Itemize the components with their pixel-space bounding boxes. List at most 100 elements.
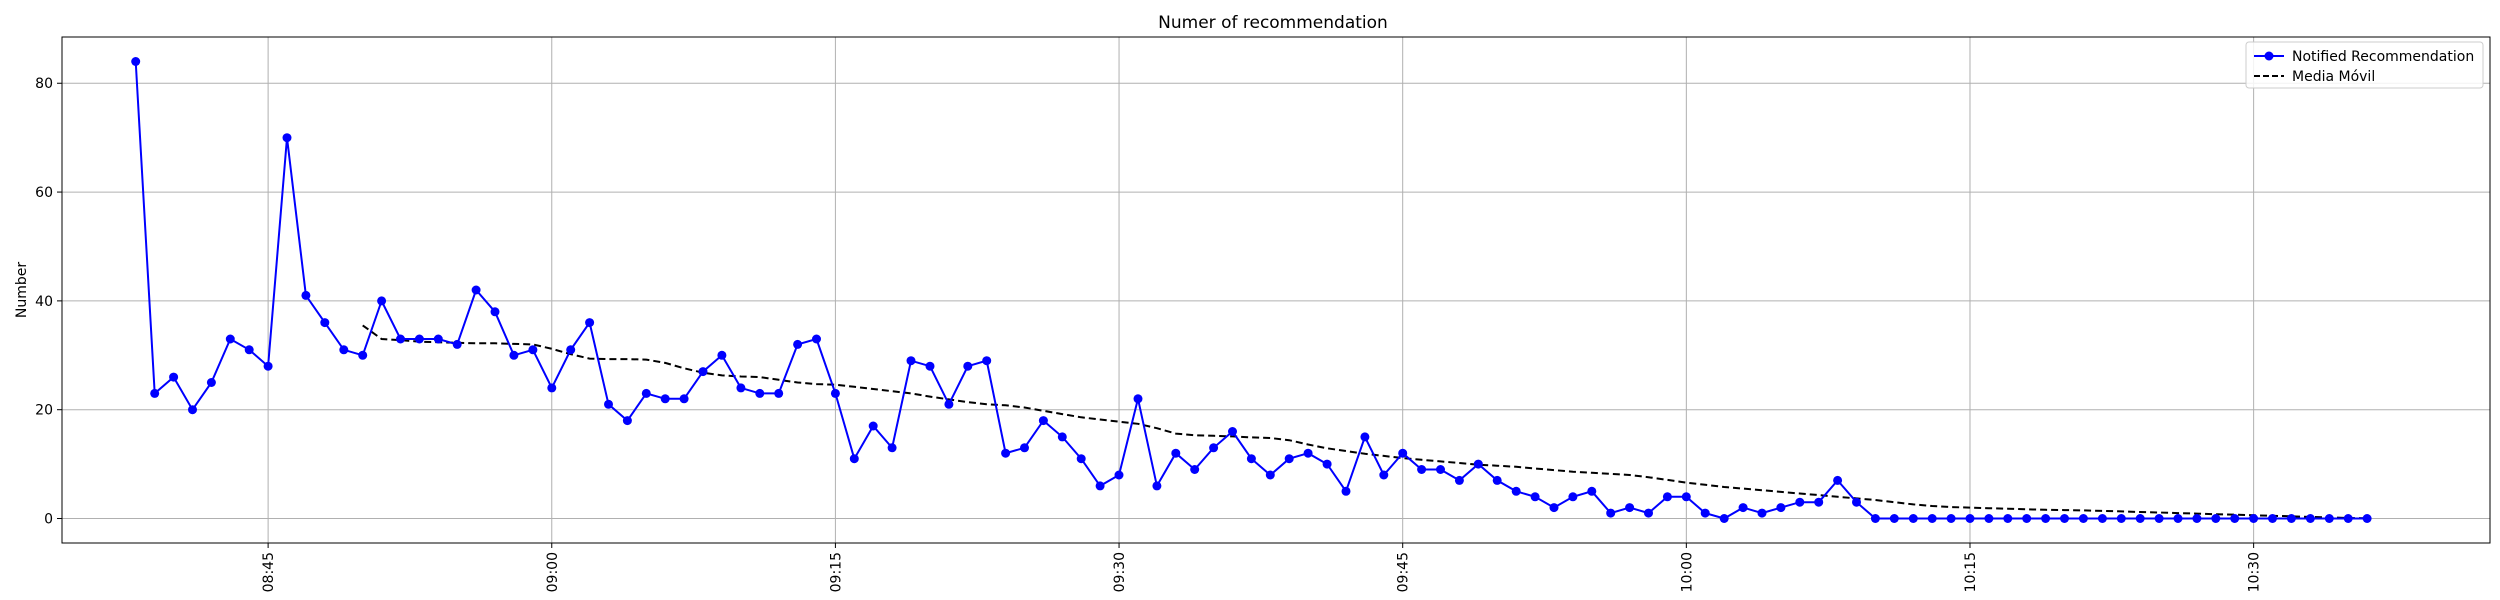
data-point-notified-recommendation bbox=[755, 388, 765, 398]
data-point-notified-recommendation bbox=[1209, 443, 1219, 453]
data-point-notified-recommendation bbox=[1038, 416, 1048, 426]
data-point-notified-recommendation bbox=[1398, 448, 1408, 458]
data-point-notified-recommendation bbox=[2022, 514, 2032, 523]
legend-dot-notified-recommendation bbox=[2264, 51, 2274, 61]
data-point-notified-recommendation bbox=[1625, 503, 1635, 513]
data-point-notified-recommendation bbox=[717, 350, 727, 360]
y-axis-label: Number bbox=[14, 262, 30, 318]
data-point-notified-recommendation bbox=[2286, 514, 2296, 523]
data-point-notified-recommendation bbox=[1681, 492, 1691, 502]
data-point-notified-recommendation bbox=[1587, 486, 1597, 496]
data-point-notified-recommendation bbox=[150, 388, 160, 398]
plot-area-frame bbox=[61, 36, 2491, 544]
data-point-notified-recommendation bbox=[225, 334, 235, 344]
data-point-notified-recommendation bbox=[1908, 514, 1918, 523]
data-point-notified-recommendation bbox=[452, 339, 462, 349]
data-point-notified-recommendation bbox=[1171, 448, 1181, 458]
data-point-notified-recommendation bbox=[1568, 492, 1578, 502]
data-point-notified-recommendation bbox=[1322, 459, 1332, 469]
data-point-notified-recommendation bbox=[1133, 394, 1143, 404]
data-point-notified-recommendation bbox=[1530, 492, 1540, 502]
data-point-notified-recommendation bbox=[1341, 486, 1351, 496]
data-point-notified-recommendation bbox=[1946, 514, 1956, 523]
data-point-notified-recommendation bbox=[433, 334, 443, 344]
data-point-notified-recommendation bbox=[244, 345, 254, 355]
data-point-notified-recommendation bbox=[2041, 514, 2051, 523]
data-point-notified-recommendation bbox=[301, 290, 311, 300]
data-point-notified-recommendation bbox=[282, 133, 292, 143]
data-point-notified-recommendation bbox=[1606, 508, 1616, 518]
y-axis-ticks: 0 20 40 60 80 bbox=[35, 76, 62, 528]
data-point-notified-recommendation bbox=[2324, 514, 2334, 523]
data-point-notified-recommendation bbox=[1303, 448, 1313, 458]
data-point-notified-recommendation bbox=[2060, 514, 2069, 523]
data-point-notified-recommendation bbox=[698, 367, 708, 377]
x-tick-label: 09:15 bbox=[828, 552, 844, 592]
data-point-notified-recommendation bbox=[793, 339, 803, 349]
data-point-notified-recommendation bbox=[2249, 514, 2259, 523]
x-tick-label: 10:30 bbox=[2247, 552, 2263, 592]
data-point-notified-recommendation bbox=[679, 394, 689, 404]
data-point-notified-recommendation bbox=[131, 57, 141, 66]
data-point-notified-recommendation bbox=[868, 421, 878, 431]
y-tick-label: 0 bbox=[44, 512, 53, 528]
x-tick-label: 10:00 bbox=[1679, 552, 1695, 592]
data-point-notified-recommendation bbox=[1379, 470, 1389, 480]
data-point-notified-recommendation bbox=[1549, 503, 1559, 513]
data-point-notified-recommendation bbox=[2192, 514, 2202, 523]
data-point-notified-recommendation bbox=[2078, 514, 2088, 523]
x-tick-label: 09:00 bbox=[545, 552, 561, 592]
data-point-notified-recommendation bbox=[1265, 470, 1275, 480]
data-point-notified-recommendation bbox=[206, 378, 216, 387]
data-point-notified-recommendation bbox=[1738, 503, 1748, 513]
data-point-notified-recommendation bbox=[1965, 514, 1975, 523]
data-point-notified-recommendation bbox=[1436, 465, 1445, 474]
data-point-notified-recommendation bbox=[2135, 514, 2145, 523]
y-tick-label: 20 bbox=[35, 403, 53, 419]
data-point-notified-recommendation bbox=[1095, 481, 1105, 491]
data-point-notified-recommendation bbox=[1001, 448, 1011, 458]
data-point-notified-recommendation bbox=[736, 383, 746, 393]
data-point-notified-recommendation bbox=[490, 307, 500, 317]
data-point-notified-recommendation bbox=[622, 416, 632, 426]
data-point-notified-recommendation bbox=[1511, 486, 1521, 496]
data-point-notified-recommendation bbox=[1057, 432, 1067, 442]
data-point-notified-recommendation bbox=[2362, 514, 2372, 523]
data-point-notified-recommendation bbox=[1719, 514, 1729, 523]
data-point-notified-recommendation bbox=[320, 318, 330, 328]
data-point-notified-recommendation bbox=[263, 361, 273, 371]
data-point-notified-recommendation bbox=[2097, 514, 2107, 523]
data-point-notified-recommendation bbox=[169, 372, 179, 382]
data-point-notified-recommendation bbox=[1417, 465, 1427, 474]
data-point-notified-recommendation bbox=[1852, 497, 1861, 507]
data-point-notified-recommendation bbox=[812, 334, 821, 344]
data-point-notified-recommendation bbox=[2230, 514, 2240, 523]
data-point-notified-recommendation bbox=[944, 399, 954, 409]
data-point-notified-recommendation bbox=[1927, 514, 1937, 523]
data-point-notified-recommendation bbox=[1492, 475, 1502, 485]
data-point-notified-recommendation bbox=[585, 318, 595, 328]
legend-label-notified-recommendation: Notified Recommendation bbox=[2292, 49, 2474, 65]
data-point-notified-recommendation bbox=[188, 405, 197, 415]
data-point-notified-recommendation bbox=[377, 296, 387, 306]
x-tick-label: 08:45 bbox=[261, 552, 277, 592]
data-point-notified-recommendation bbox=[471, 285, 481, 295]
series-line-media-movil bbox=[362, 324, 2368, 520]
data-point-notified-recommendation bbox=[830, 388, 840, 398]
data-point-notified-recommendation bbox=[1984, 514, 1994, 523]
x-axis-ticks: 08:45 09:00 09:15 09:30 09:45 10:00 10:15 10:30 bbox=[261, 543, 2263, 592]
legend-label-media-movil: Media Móvil bbox=[2292, 69, 2375, 85]
data-point-notified-recommendation bbox=[509, 350, 519, 360]
data-point-notified-recommendation bbox=[925, 361, 935, 371]
data-point-notified-recommendation bbox=[1152, 481, 1162, 491]
data-point-notified-recommendation bbox=[2154, 514, 2164, 523]
data-point-notified-recommendation bbox=[2003, 514, 2013, 523]
data-point-notified-recommendation bbox=[641, 388, 651, 398]
chart-title: Numer of recommendation bbox=[1158, 13, 1388, 33]
data-point-notified-recommendation bbox=[2211, 514, 2221, 523]
y-tick-label: 80 bbox=[35, 76, 53, 92]
data-point-notified-recommendation bbox=[1814, 497, 1824, 507]
data-point-notified-recommendation bbox=[887, 443, 897, 453]
x-tick-label: 09:45 bbox=[1396, 552, 1412, 592]
